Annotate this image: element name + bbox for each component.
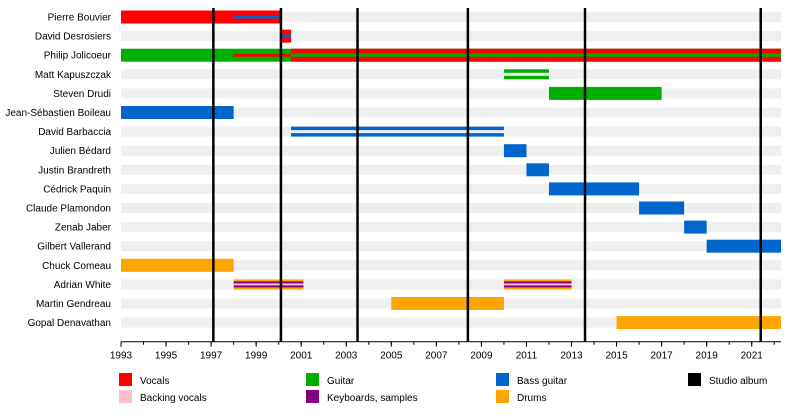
legend-label: Studio album [709,376,767,387]
member-period-bar [503,69,549,73]
x-tick-label: 2013 [560,351,583,362]
member-name-label: Pierre Bouvier [48,13,112,24]
member-period-stripe [503,281,572,284]
member-period-bar [684,220,707,234]
member-period-bar [291,126,504,131]
member-period-bar [503,144,527,158]
row-band [121,145,781,156]
x-tick-label: 2015 [605,351,628,362]
member-period-stripe [233,283,304,286]
studio-album-line [212,8,215,342]
member-period-bar [616,316,781,330]
legend-swatch [496,373,509,386]
member-period-stripe [503,283,572,286]
row-band [121,107,781,118]
x-tick-label: 1999 [245,351,268,362]
member-period-stripe [233,15,281,19]
member-name-label: Adrian White [54,280,112,291]
member-period-stripe [233,287,304,290]
legend-swatch [306,373,319,386]
studio-album-line [279,8,283,342]
row-band [121,260,781,271]
legend-label: Bass guitar [517,376,568,387]
x-tick-label: 2019 [696,351,719,362]
legend-swatch [496,390,509,403]
member-name-label: Philip Jolicoeur [44,51,112,62]
member-period-stripe [291,53,781,57]
member-period-stripe [233,53,292,57]
legend-label: Keyboards, samples [327,393,418,404]
row-band [121,12,781,22]
member-period-bar [121,106,234,119]
legend-label: Drums [517,393,546,404]
row-band [121,88,781,99]
x-tick-label: 2003 [335,351,358,362]
x-tick-label: 1995 [155,351,178,362]
member-period-stripe [503,285,572,288]
member-period-bar [639,201,685,215]
member-name-label: Claude Plamondon [26,204,111,215]
legend-swatch [688,373,701,386]
member-period-bar [391,297,504,310]
member-name-label: Matt Kapuszczak [35,70,112,81]
x-tick-label: 1997 [200,351,223,362]
studio-album-line [466,8,470,342]
legend-label: Guitar [327,376,355,387]
member-name-label: Julien Bédard [50,146,111,157]
member-period-bar [121,10,281,24]
member-period-stripe [503,287,572,290]
x-tick-label: 2001 [290,351,313,362]
legend-label: Backing vocals [140,393,207,404]
member-name-label: Chuck Comeau [42,261,111,272]
x-tick-label: 2009 [470,351,493,362]
member-name-label: David Barbaccia [38,127,111,138]
member-name-label: David Desrosiers [35,32,111,43]
member-period-bar [548,86,662,100]
member-period-bar [526,163,549,177]
legend-swatch [306,390,319,403]
x-tick-label: 2005 [380,351,403,362]
legend-label: Vocals [140,376,169,387]
member-name-label: Cédrick Paquin [43,184,111,195]
row-band [121,279,781,290]
member-period-stripe [233,285,304,288]
member-period-bar [291,133,504,137]
legend-swatch [119,373,132,386]
legend-swatch [119,390,132,403]
row-band [121,183,781,194]
member-name-label: Justin Brandreth [38,165,111,176]
member-period-stripe [282,34,292,38]
x-tick-label: 2021 [741,351,764,362]
member-period-stripe [233,279,304,282]
row-band [121,317,781,328]
member-name-label: Zenab Jaber [55,223,112,234]
studio-album-line [759,8,762,342]
member-name-label: Gopal Denavathan [28,318,111,329]
studio-album-line [583,8,587,342]
member-period-bar [706,239,781,253]
member-period-bar [503,75,549,80]
row-band [121,222,781,233]
member-name-label: Steven Drudi [53,89,111,100]
row-band [121,31,781,42]
row-band [121,126,781,137]
row-band [121,69,781,80]
x-tick-label: 2011 [516,351,538,362]
member-period-bar [548,182,640,196]
studio-album-line [356,8,359,342]
row-band [121,241,781,252]
row-band [121,203,781,213]
row-band [121,164,781,175]
member-name-label: Martin Gendreau [36,299,111,310]
member-period-stripe [503,279,572,282]
member-name-label: Jean-Sébastien Boileau [5,108,111,119]
x-tick-label: 2017 [650,351,673,362]
x-tick-label: 1993 [110,351,133,362]
member-period-stripe [233,281,304,284]
member-name-label: Gilbert Vallerand [37,242,111,253]
member-period-bar [121,258,234,272]
x-tick-label: 2007 [425,351,448,362]
